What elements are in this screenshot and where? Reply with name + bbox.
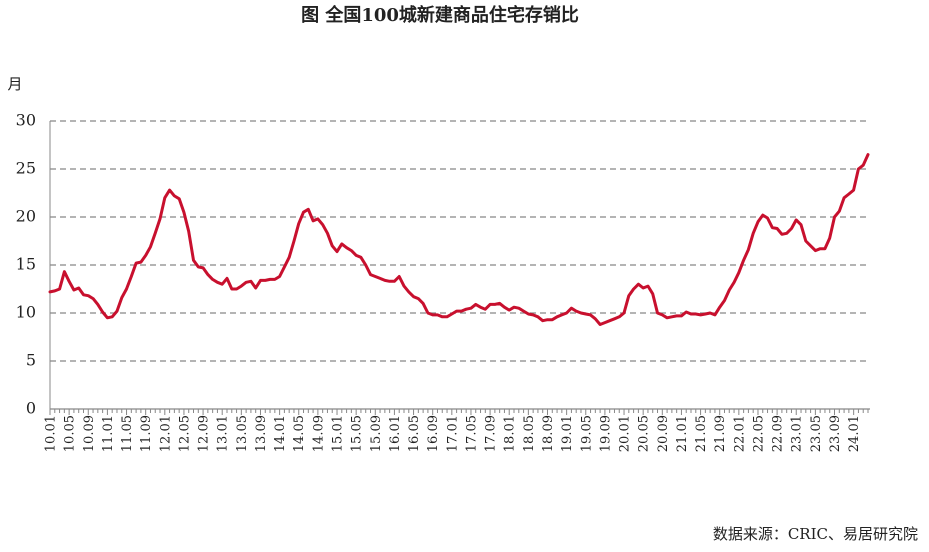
x-tick-label: 20.09 bbox=[656, 415, 671, 452]
x-tick-label: 10.05 bbox=[63, 415, 78, 452]
x-tick-label: 23.01 bbox=[790, 415, 805, 452]
x-tick-label: 19.05 bbox=[579, 415, 594, 452]
x-tick-label: 16.01 bbox=[388, 415, 403, 452]
x-tick-label: 10.01 bbox=[44, 415, 59, 452]
x-tick-label: 14.09 bbox=[311, 415, 326, 452]
x-tick-label: 17.05 bbox=[464, 415, 479, 452]
x-tick-label: 13.05 bbox=[235, 415, 250, 452]
x-tick-label: 12.01 bbox=[158, 415, 173, 452]
chart-title: 图 全国100城新建商品住宅存销比 bbox=[301, 4, 579, 26]
x-tick-label: 18.09 bbox=[541, 415, 556, 452]
y-tick-label: 30 bbox=[16, 111, 36, 130]
x-tick-label: 23.09 bbox=[828, 415, 843, 452]
x-tick-label: 16.09 bbox=[426, 415, 441, 452]
x-tick-label: 19.01 bbox=[560, 415, 575, 452]
x-tick-label: 22.09 bbox=[771, 415, 786, 452]
x-tick-label: 19.09 bbox=[598, 415, 613, 452]
x-tick-label: 12.05 bbox=[177, 415, 192, 452]
x-tick-label: 21.09 bbox=[713, 415, 728, 452]
x-tick-label: 11.09 bbox=[139, 415, 154, 452]
x-tick-label: 14.05 bbox=[292, 415, 307, 452]
x-tick-label: 10.09 bbox=[82, 415, 97, 452]
y-tick-label: 0 bbox=[26, 399, 36, 418]
x-tick-label: 13.09 bbox=[254, 415, 269, 452]
x-tick-label: 20.01 bbox=[618, 415, 633, 452]
y-tick-label: 10 bbox=[16, 303, 36, 322]
line-series bbox=[48, 153, 870, 326]
y-tick-label: 15 bbox=[16, 255, 36, 274]
x-tick-label: 15.05 bbox=[350, 415, 365, 452]
x-tick-label: 15.01 bbox=[331, 415, 346, 452]
y-tick-label: 20 bbox=[16, 207, 36, 226]
x-tick-label: 12.09 bbox=[197, 415, 212, 452]
x-tick-label: 11.01 bbox=[101, 415, 116, 452]
y-tick-label: 25 bbox=[16, 159, 36, 178]
source-note: 数据来源：CRIC、易居研究院 bbox=[713, 525, 918, 543]
x-tick-label: 17.09 bbox=[484, 415, 499, 452]
y-axis-label: 月 bbox=[7, 75, 22, 93]
x-tick-label: 22.05 bbox=[751, 415, 766, 452]
x-tick-label: 16.05 bbox=[407, 415, 422, 452]
x-tick-label: 17.01 bbox=[445, 415, 460, 452]
y-tick-label: 5 bbox=[26, 351, 36, 370]
x-tick-label: 15.09 bbox=[369, 415, 384, 452]
x-tick-label: 24.01 bbox=[847, 415, 862, 452]
x-tick-label: 18.05 bbox=[522, 415, 537, 452]
x-tick-label: 21.05 bbox=[694, 415, 709, 452]
x-tick-label: 14.01 bbox=[273, 415, 288, 452]
x-tick-label: 18.01 bbox=[503, 415, 518, 452]
x-tick-label: 20.05 bbox=[637, 415, 652, 452]
x-tick-label: 11.05 bbox=[120, 415, 135, 452]
x-tick-label: 13.01 bbox=[216, 415, 231, 452]
x-tick-label: 23.05 bbox=[809, 415, 824, 452]
x-tick-label: 22.01 bbox=[732, 415, 747, 452]
x-tick-label: 21.01 bbox=[675, 415, 690, 452]
